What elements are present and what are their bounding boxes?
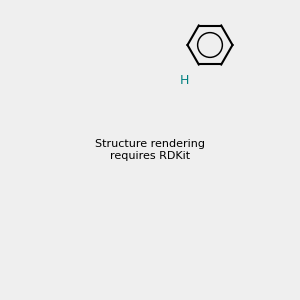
Text: Structure rendering
requires RDKit: Structure rendering requires RDKit — [95, 139, 205, 161]
Text: H: H — [180, 74, 189, 88]
